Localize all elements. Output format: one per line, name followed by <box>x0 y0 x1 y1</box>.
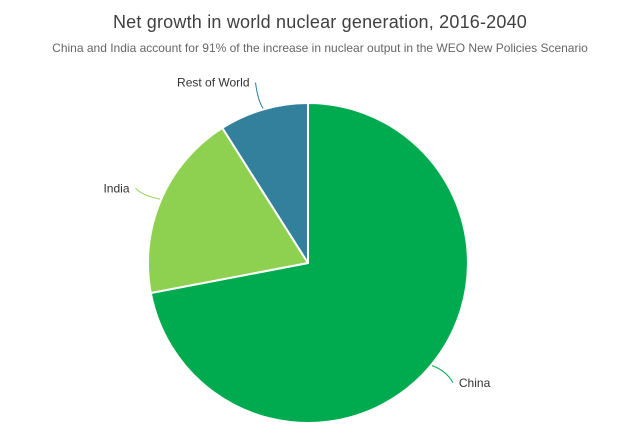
chart-title: Net growth in world nuclear generation, … <box>112 12 528 32</box>
pie-slice-china[interactable] <box>149 102 469 424</box>
label-connector-china <box>431 365 454 384</box>
pie-slice-rest-of-world[interactable] <box>221 102 309 264</box>
chart-subtitle: China and India account for 91% of the i… <box>52 41 588 55</box>
pie-slice-india[interactable] <box>146 126 309 294</box>
label-connector-india <box>135 187 161 200</box>
slice-label-china: China <box>459 376 491 390</box>
slice-label-india: India <box>103 181 129 195</box>
slice-label-rest-of-world: Rest of World <box>177 76 249 90</box>
label-connector-rest-of-world <box>255 82 264 109</box>
